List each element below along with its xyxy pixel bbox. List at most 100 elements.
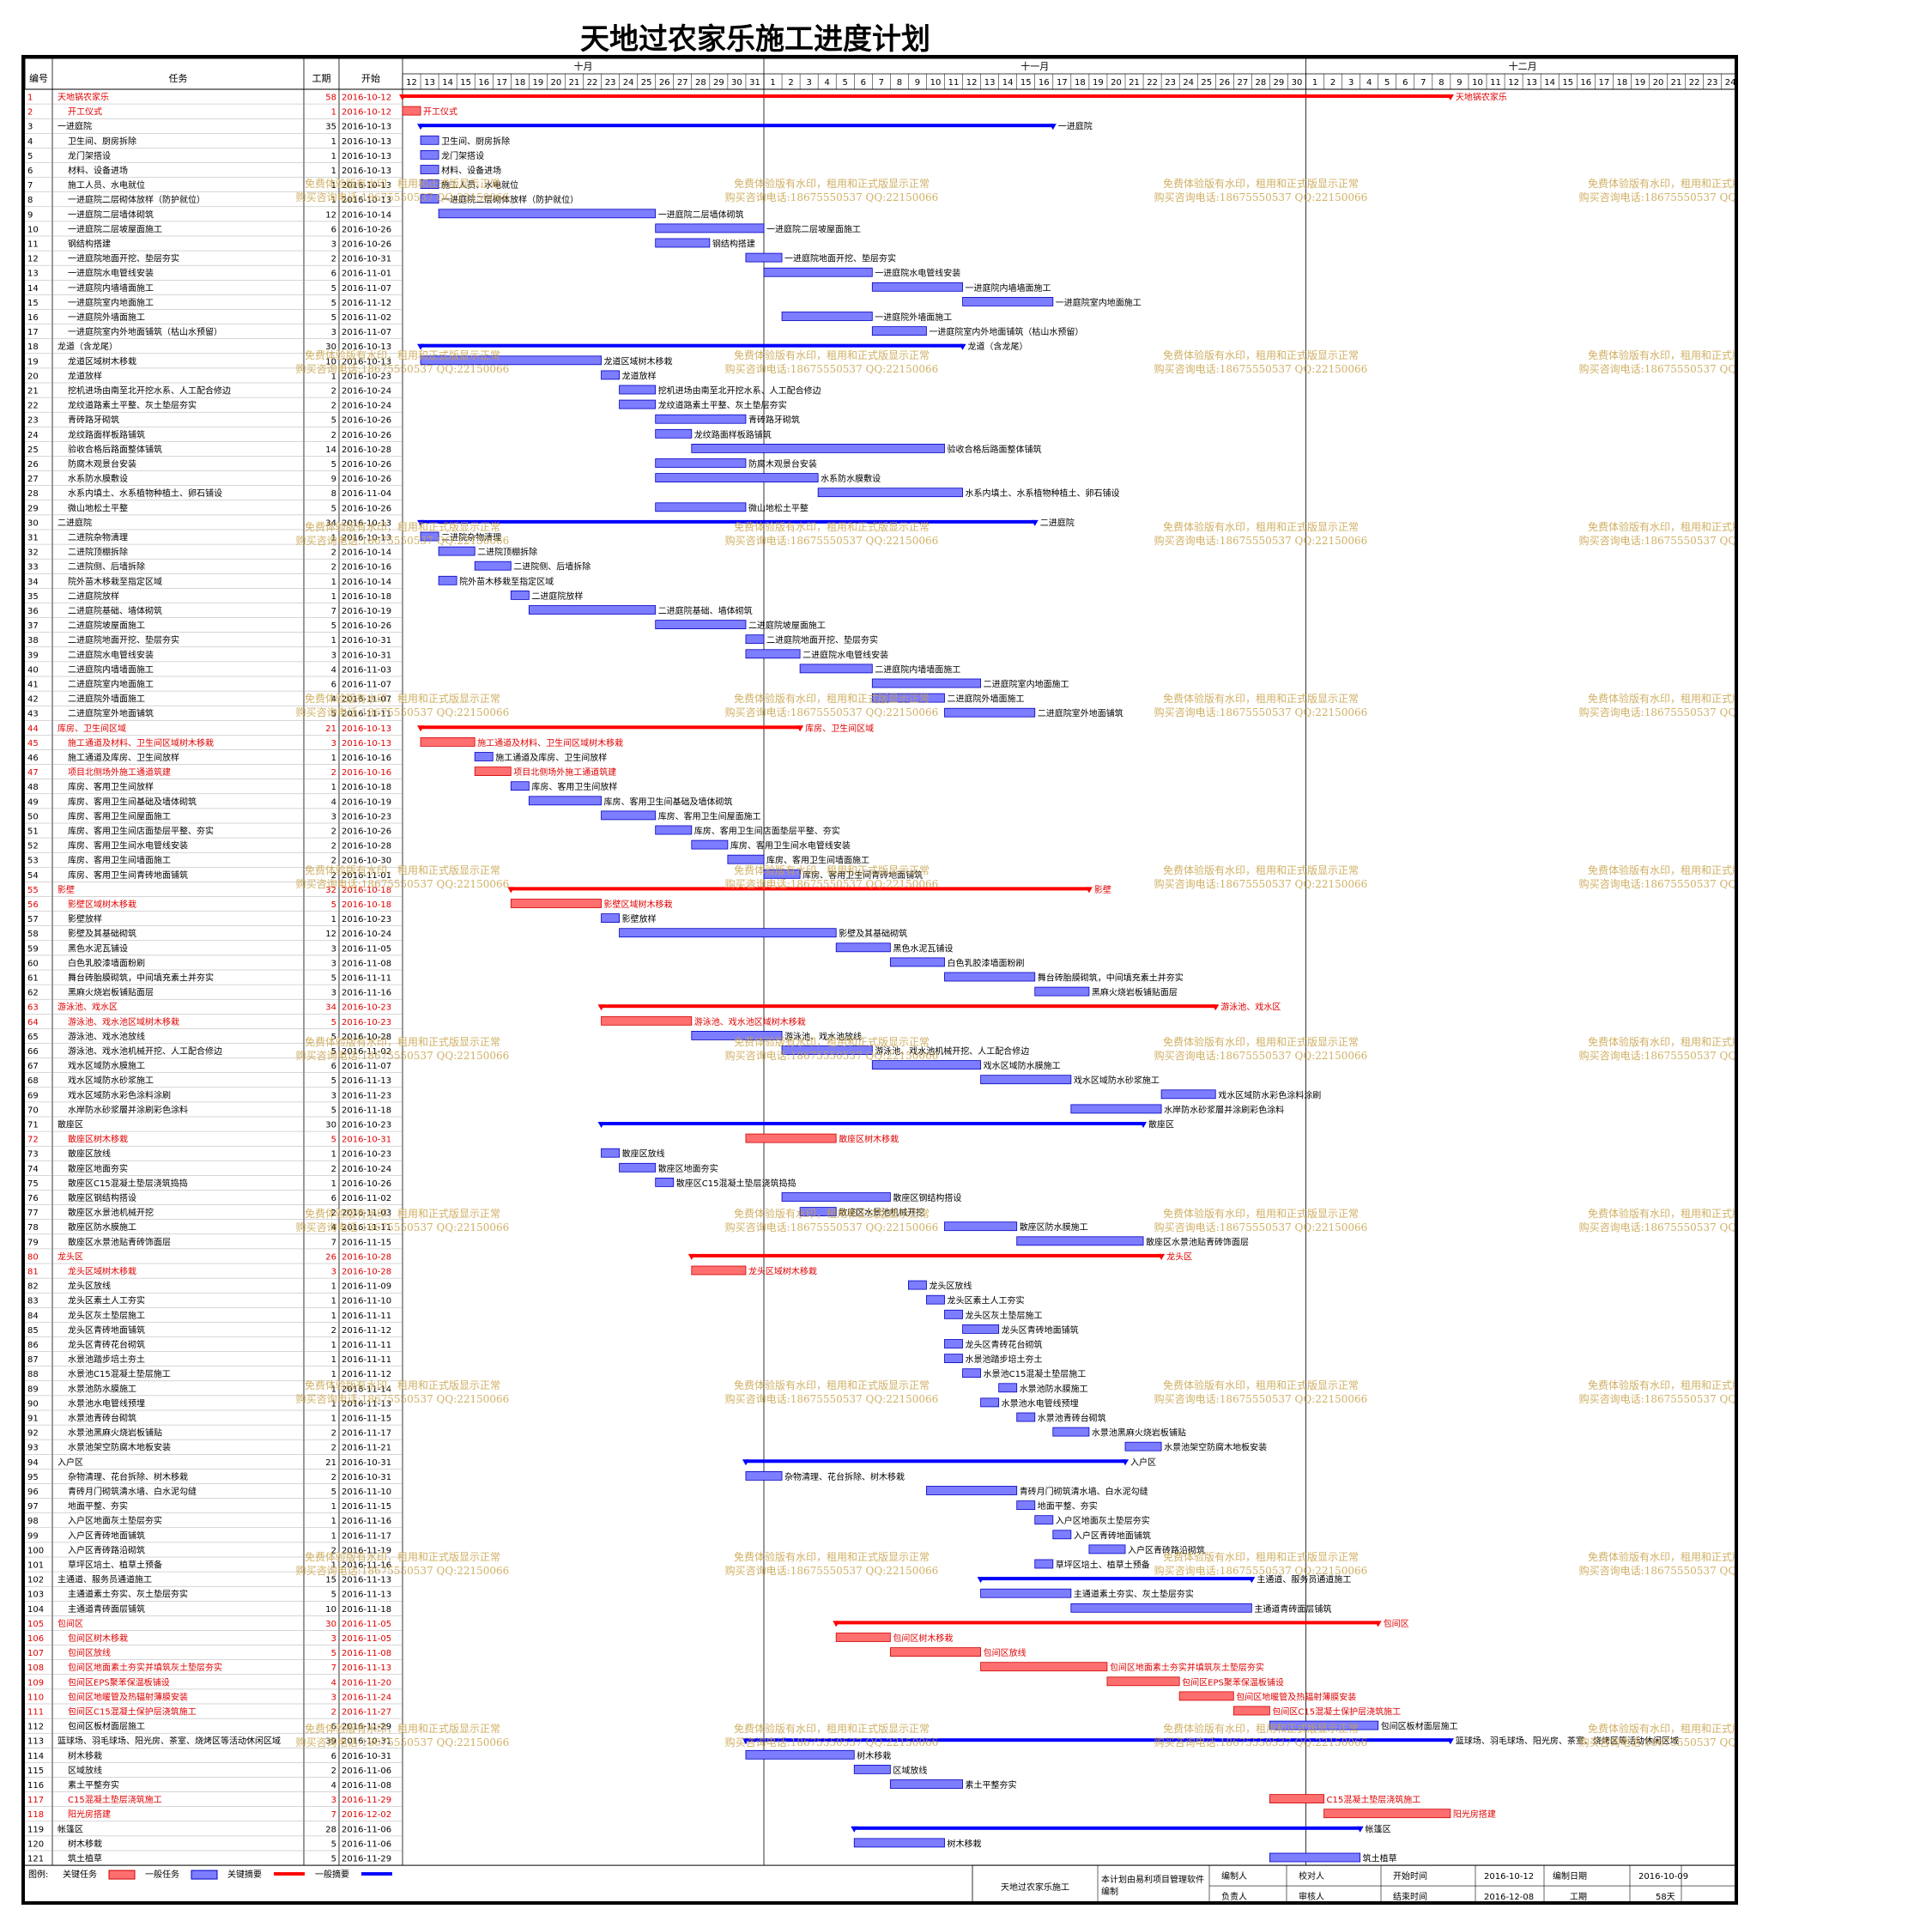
task-bar[interactable] (510, 899, 602, 908)
task-bar[interactable] (691, 1031, 783, 1040)
task-bar[interactable] (871, 282, 963, 292)
task-bar[interactable] (944, 972, 1036, 982)
task-bar[interactable] (727, 854, 765, 864)
task-bar[interactable] (889, 1779, 963, 1789)
task-bar[interactable] (908, 1280, 927, 1290)
task-bar[interactable] (889, 957, 945, 967)
task-bar[interactable] (420, 165, 439, 174)
task-bar[interactable] (944, 1309, 963, 1319)
task-bar[interactable] (420, 531, 439, 542)
task-bar[interactable] (1052, 1427, 1090, 1437)
task-bar[interactable] (1052, 1530, 1072, 1540)
task-bar[interactable] (980, 1075, 1072, 1085)
task-bar[interactable] (601, 1148, 620, 1158)
task-bar[interactable] (619, 928, 837, 938)
task-bar[interactable] (871, 693, 945, 703)
task-bar[interactable] (691, 443, 945, 453)
task-bar[interactable] (528, 796, 602, 806)
task-bar[interactable] (835, 942, 891, 953)
task-bar[interactable] (1016, 1236, 1144, 1246)
task-bar[interactable] (655, 428, 693, 439)
task-bar[interactable] (853, 1838, 945, 1848)
task-bar[interactable] (1034, 1559, 1054, 1569)
task-bar[interactable] (402, 106, 421, 116)
task-bar[interactable] (420, 737, 475, 747)
task-bar[interactable] (763, 869, 801, 879)
task-bar[interactable] (1034, 1515, 1054, 1525)
task-bar[interactable] (745, 649, 801, 659)
task-bar[interactable] (619, 399, 657, 409)
task-bar[interactable] (655, 473, 819, 483)
task-bar[interactable] (691, 839, 729, 850)
task-bar[interactable] (1269, 1852, 1361, 1863)
task-bar[interactable] (781, 312, 873, 321)
task-bar[interactable] (601, 370, 620, 380)
task-bar[interactable] (944, 1221, 1018, 1232)
task-bar[interactable] (655, 620, 747, 629)
task-bar[interactable] (619, 385, 657, 395)
task-bar[interactable] (1323, 1809, 1451, 1819)
task-bar[interactable] (438, 546, 475, 556)
task-bar[interactable] (420, 355, 602, 366)
task-bar[interactable] (781, 1045, 873, 1055)
task-bar[interactable] (944, 1354, 963, 1363)
task-bar[interactable] (745, 1749, 855, 1760)
task-bar[interactable] (655, 414, 747, 424)
task-bar[interactable] (745, 1471, 783, 1481)
task-bar[interactable] (601, 1015, 693, 1026)
task-bar[interactable] (510, 591, 530, 600)
task-bar[interactable] (1016, 1412, 1036, 1422)
task-bar[interactable] (474, 752, 494, 761)
task-bar[interactable] (655, 825, 693, 835)
task-bar[interactable] (962, 1368, 982, 1379)
task-bar[interactable] (1124, 1441, 1162, 1451)
task-bar[interactable] (980, 1397, 1000, 1408)
task-bar[interactable] (601, 913, 620, 923)
task-bar[interactable] (980, 1588, 1072, 1598)
task-bar[interactable] (655, 223, 765, 233)
task-bar[interactable] (781, 1192, 891, 1202)
task-bar[interactable] (853, 1765, 891, 1774)
task-bar[interactable] (871, 1060, 981, 1070)
task-bar[interactable] (926, 1294, 945, 1305)
task-bar[interactable] (998, 1383, 1018, 1393)
task-bar[interactable] (745, 252, 783, 263)
task-bar[interactable] (926, 1486, 1018, 1495)
task-bar[interactable] (745, 634, 765, 645)
task-bar[interactable] (763, 267, 873, 277)
task-bar[interactable] (420, 194, 439, 204)
task-bar[interactable] (474, 767, 512, 776)
task-bar[interactable] (420, 179, 439, 190)
task-bar[interactable] (1088, 1544, 1126, 1554)
task-bar[interactable] (420, 150, 439, 160)
task-bar[interactable] (962, 1324, 1000, 1334)
task-bar[interactable] (691, 1265, 747, 1276)
task-bar[interactable] (510, 781, 530, 791)
task-bar[interactable] (655, 458, 747, 468)
task-bar[interactable] (1034, 986, 1090, 997)
task-bar[interactable] (601, 810, 657, 821)
task-bar[interactable] (438, 575, 457, 585)
task-bar[interactable] (1160, 1089, 1216, 1100)
task-bar[interactable] (1232, 1706, 1270, 1716)
task-bar[interactable] (1106, 1676, 1180, 1687)
task-bar[interactable] (799, 664, 873, 674)
task-bar[interactable] (528, 605, 657, 615)
task-bar[interactable] (420, 135, 439, 145)
task-bar[interactable] (474, 561, 512, 571)
task-bar[interactable] (1016, 1500, 1036, 1510)
task-bar[interactable] (438, 209, 657, 219)
task-bar[interactable] (817, 488, 963, 498)
task-bar[interactable] (980, 1662, 1108, 1672)
task-bar[interactable] (1269, 1794, 1324, 1803)
task-bar[interactable] (745, 1133, 837, 1143)
task-bar[interactable] (1070, 1603, 1252, 1613)
task-bar[interactable] (655, 238, 711, 248)
task-bar[interactable] (962, 296, 1054, 306)
task-bar[interactable] (1269, 1720, 1379, 1730)
task-bar[interactable] (944, 1339, 963, 1348)
task-bar[interactable] (655, 1178, 675, 1187)
task-bar[interactable] (619, 1162, 657, 1173)
task-bar[interactable] (871, 326, 927, 336)
task-bar[interactable] (799, 1207, 837, 1216)
